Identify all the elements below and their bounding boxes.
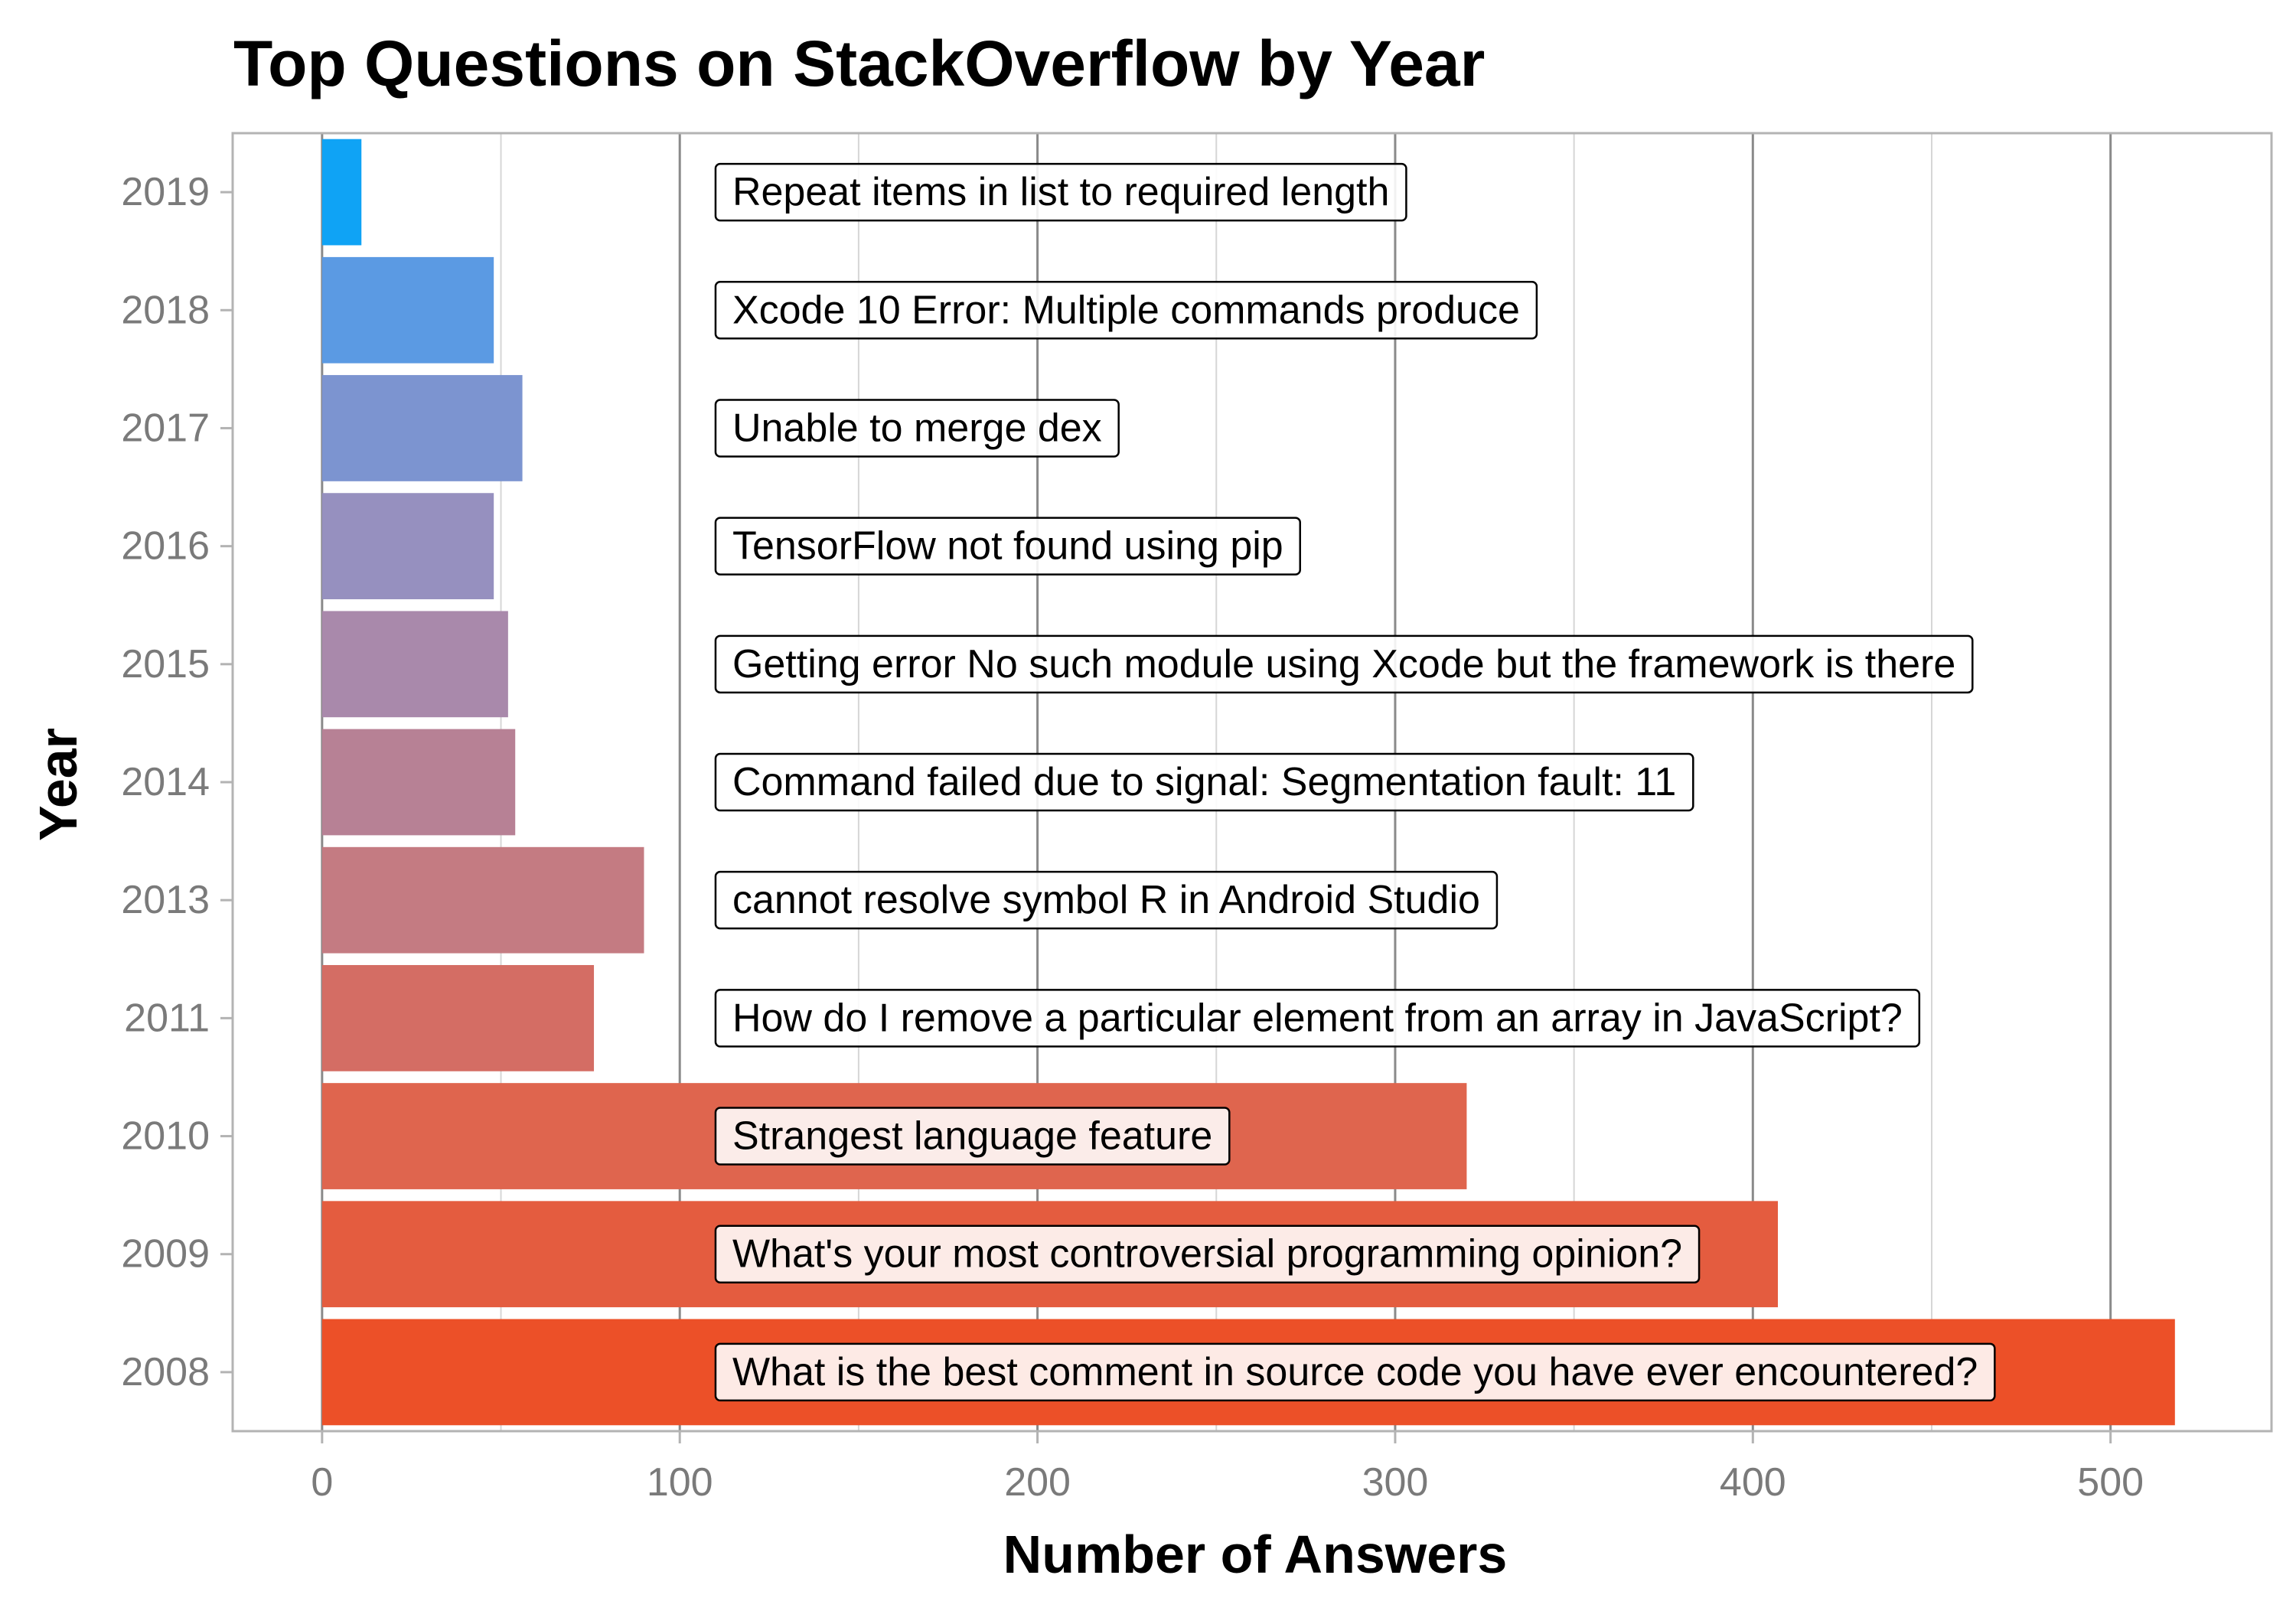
- x-tick-label: 100: [647, 1460, 713, 1505]
- annotation-box: [714, 1107, 1231, 1166]
- y-tick-label: 2013: [121, 878, 210, 922]
- annotation-text: Strangest language feature: [732, 1114, 1212, 1159]
- y-tick-label: 2008: [121, 1350, 210, 1394]
- annotation-label-2018: Xcode 10 Error: Multiple commands produc…: [714, 281, 1538, 340]
- bar-2018: [321, 256, 494, 364]
- annotation-text: Command failed due to signal: Segmentati…: [732, 760, 1676, 804]
- annotation-text: Repeat items in list to required length: [732, 170, 1389, 214]
- annotation-box: [714, 634, 1974, 694]
- annotation-label-2015: Getting error No such module using Xcode…: [714, 634, 1974, 694]
- annotations-layer: Repeat items in list to required length X…: [714, 162, 1996, 1402]
- annotation-label-2019: Repeat items in list to required length: [714, 162, 1407, 222]
- annotation-box: [714, 399, 1120, 458]
- annotation-box: [714, 1342, 1996, 1402]
- x-tick-label: 400: [1720, 1460, 1786, 1505]
- ticks-layer: 2019 2018 2017 2016 2015 2014 2013 2011 2010 2009…: [121, 170, 2144, 1505]
- y-tick-label: 2009: [121, 1232, 210, 1277]
- y-tick-label: 2015: [121, 642, 210, 686]
- x-tick-label: 200: [1004, 1460, 1071, 1505]
- bar-2011: [321, 964, 595, 1071]
- y-tick-label: 2019: [121, 170, 210, 214]
- bar-2016: [321, 493, 494, 600]
- annotation-text: What is the best comment in source code …: [732, 1350, 1978, 1394]
- x-axis-title: Number of Answers: [1003, 1525, 1508, 1584]
- y-tick-label: 2011: [124, 996, 210, 1040]
- annotation-box: [714, 989, 1921, 1048]
- y-tick-label: 2016: [121, 524, 210, 569]
- annotation-label-2010: Strangest language feature: [714, 1107, 1231, 1166]
- annotation-box: [714, 517, 1301, 576]
- y-tick-label: 2010: [121, 1114, 210, 1159]
- annotation-box: [714, 752, 1694, 812]
- x-tick-label: 0: [311, 1460, 333, 1505]
- annotation-label-2009: What's your most controversial programmi…: [714, 1225, 1701, 1283]
- annotation-label-2013: cannot resolve symbol R in Android Studi…: [714, 870, 1499, 930]
- annotation-box: [714, 870, 1499, 930]
- bar-2015: [321, 611, 508, 718]
- bar-2014: [321, 729, 516, 836]
- bar-2013: [321, 846, 644, 954]
- annotation-text: TensorFlow not found using pip: [732, 524, 1283, 569]
- y-tick-label: 2017: [121, 406, 210, 450]
- annotation-text: Xcode 10 Error: Multiple commands produc…: [732, 288, 1520, 332]
- annotation-text: Getting error No such module using Xcode…: [732, 642, 1955, 686]
- bar-2019: [321, 139, 362, 246]
- annotation-label-2017: Unable to merge dex: [714, 399, 1120, 458]
- x-tick-label: 300: [1362, 1460, 1429, 1505]
- annotation-text: Unable to merge dex: [732, 406, 1102, 450]
- annotation-label-2011: How do I remove a particular element fro…: [714, 989, 1921, 1048]
- x-tick-label: 500: [2077, 1460, 2144, 1505]
- annotation-label-2016: TensorFlow not found using pip: [714, 517, 1301, 576]
- annotation-label-2008: What is the best comment in source code …: [714, 1342, 1996, 1402]
- chart-title: Top Questions on StackOverflow by Year: [233, 28, 1485, 99]
- annotation-text: cannot resolve symbol R in Android Studi…: [732, 878, 1480, 922]
- y-axis-title: Year: [28, 728, 88, 841]
- plot-panel-border: [231, 132, 2273, 1433]
- annotation-box: [714, 162, 1407, 222]
- y-tick-label: 2014: [121, 760, 210, 804]
- bar-2017: [321, 375, 523, 481]
- annotation-text: How do I remove a particular element fro…: [732, 996, 1903, 1040]
- y-tick-label: 2018: [121, 288, 210, 332]
- annotation-text: What's your most controversial programmi…: [732, 1232, 1682, 1277]
- annotation-box: [714, 1225, 1701, 1283]
- annotation-label-2014: Command failed due to signal: Segmentati…: [714, 752, 1694, 812]
- annotation-box: [714, 281, 1538, 340]
